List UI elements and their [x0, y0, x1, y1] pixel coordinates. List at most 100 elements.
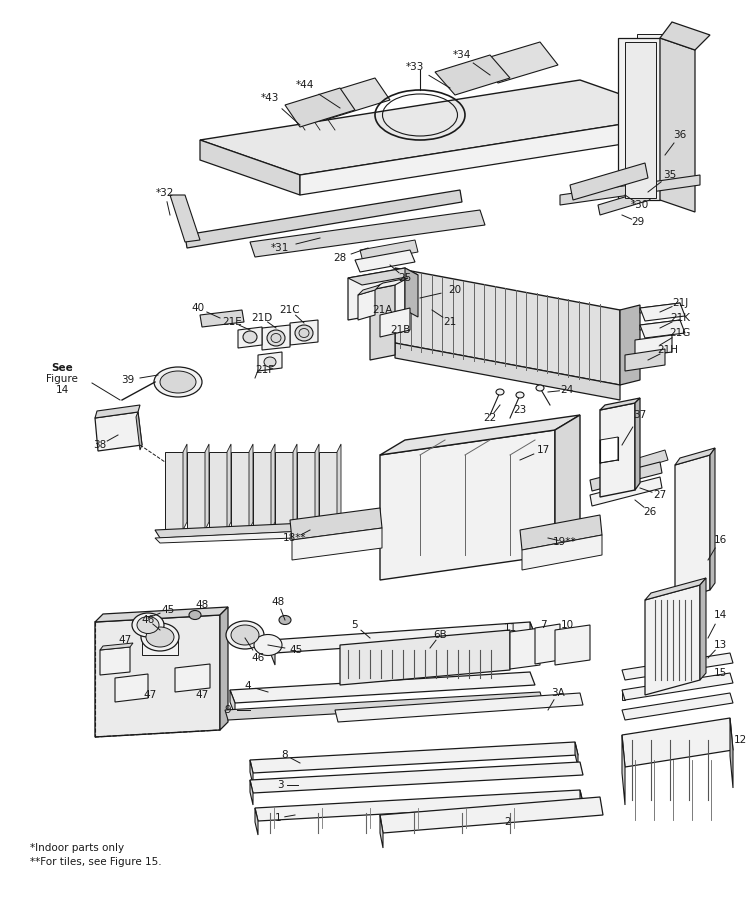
Ellipse shape [516, 392, 524, 398]
Polygon shape [310, 78, 390, 120]
Text: 37: 37 [633, 410, 647, 420]
Polygon shape [175, 664, 210, 692]
Text: 2: 2 [505, 817, 511, 827]
Polygon shape [355, 250, 415, 272]
Polygon shape [271, 444, 275, 530]
Polygon shape [255, 790, 583, 821]
Polygon shape [580, 790, 583, 817]
Text: 48: 48 [271, 597, 284, 607]
Text: 11: 11 [503, 623, 517, 633]
Polygon shape [319, 452, 337, 530]
Polygon shape [250, 760, 253, 785]
Text: 13: 13 [714, 640, 726, 650]
Polygon shape [635, 398, 640, 490]
Text: *32: *32 [156, 188, 174, 198]
Text: 48: 48 [196, 600, 208, 610]
Text: *44: *44 [296, 80, 314, 90]
Polygon shape [348, 268, 418, 285]
Ellipse shape [154, 367, 202, 397]
Ellipse shape [271, 334, 281, 343]
Text: 21: 21 [444, 317, 456, 327]
Polygon shape [358, 285, 380, 295]
Polygon shape [335, 693, 583, 722]
Text: 22: 22 [484, 413, 496, 423]
Text: 21F: 21F [256, 365, 274, 375]
Ellipse shape [279, 616, 291, 625]
Polygon shape [625, 349, 665, 371]
Polygon shape [530, 622, 535, 647]
Polygon shape [645, 585, 700, 695]
Polygon shape [230, 672, 535, 703]
Polygon shape [622, 718, 733, 767]
Polygon shape [555, 625, 590, 665]
Text: 47: 47 [144, 690, 156, 700]
Polygon shape [640, 303, 685, 321]
Text: *33: *33 [406, 62, 424, 72]
Polygon shape [435, 55, 510, 95]
Text: 14: 14 [56, 385, 68, 395]
Polygon shape [660, 38, 695, 212]
Polygon shape [348, 268, 405, 320]
Polygon shape [183, 444, 187, 530]
Polygon shape [598, 190, 650, 215]
Polygon shape [660, 22, 710, 50]
Text: 46: 46 [141, 615, 155, 625]
Polygon shape [270, 640, 275, 665]
Polygon shape [590, 462, 662, 491]
Polygon shape [380, 815, 383, 848]
Polygon shape [675, 448, 715, 465]
Polygon shape [115, 674, 148, 702]
Text: 21J: 21J [672, 298, 688, 308]
Polygon shape [142, 637, 178, 655]
Polygon shape [380, 415, 580, 455]
Polygon shape [640, 320, 685, 338]
Polygon shape [640, 320, 680, 330]
Polygon shape [635, 335, 672, 357]
Text: 12: 12 [733, 735, 747, 745]
Polygon shape [622, 690, 625, 700]
Polygon shape [480, 42, 558, 83]
Text: 17: 17 [536, 445, 550, 455]
Text: 8: 8 [282, 750, 288, 760]
Text: *Indoor parts only: *Indoor parts only [30, 843, 124, 853]
Text: 47: 47 [118, 635, 132, 645]
Ellipse shape [496, 389, 504, 395]
Polygon shape [405, 268, 418, 317]
Polygon shape [618, 38, 660, 200]
Polygon shape [555, 415, 580, 555]
Polygon shape [95, 615, 220, 737]
Polygon shape [380, 308, 410, 337]
Polygon shape [170, 195, 200, 242]
Polygon shape [293, 444, 297, 530]
Ellipse shape [299, 328, 309, 338]
Polygon shape [360, 240, 418, 262]
Text: 29: 29 [632, 217, 644, 227]
Text: 39: 39 [121, 375, 135, 385]
Polygon shape [258, 352, 282, 371]
Text: 21G: 21G [669, 328, 690, 338]
Polygon shape [200, 140, 300, 195]
Polygon shape [370, 285, 395, 360]
Text: 21K: 21K [670, 313, 690, 323]
Polygon shape [625, 42, 656, 198]
Polygon shape [645, 578, 706, 600]
Text: 6B: 6B [433, 630, 447, 640]
Polygon shape [249, 444, 253, 530]
Polygon shape [620, 305, 640, 385]
Text: 14: 14 [714, 610, 726, 620]
Polygon shape [730, 718, 733, 788]
Ellipse shape [536, 385, 544, 391]
Polygon shape [155, 520, 375, 538]
Polygon shape [370, 278, 408, 290]
Text: *30: *30 [631, 200, 649, 210]
Polygon shape [600, 437, 618, 463]
Text: 45: 45 [290, 645, 302, 655]
Polygon shape [570, 163, 648, 200]
Polygon shape [100, 643, 133, 650]
Text: See: See [51, 363, 73, 373]
Polygon shape [637, 34, 678, 195]
Polygon shape [675, 455, 710, 600]
Ellipse shape [189, 610, 201, 619]
Ellipse shape [141, 623, 179, 651]
Text: 21D: 21D [251, 313, 273, 323]
